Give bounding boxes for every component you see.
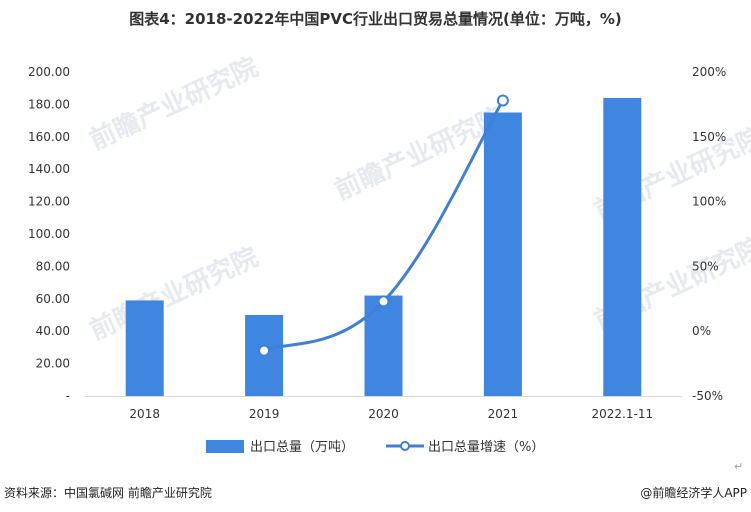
category-label: 2018 bbox=[129, 407, 160, 421]
source-note: 资料来源：中国氯碱网 前瞻产业研究院 bbox=[4, 486, 212, 500]
left-axis-tick-label: 180.00 bbox=[28, 97, 70, 111]
brand-note: @前瞻经济学人APP bbox=[640, 486, 747, 500]
category-label: 2019 bbox=[249, 407, 280, 421]
category-labels: 2018 2019 2020 2021 2022.1-11 bbox=[129, 407, 653, 421]
bar bbox=[364, 295, 403, 396]
watermark-text: 前瞻产业研究院 bbox=[85, 51, 263, 156]
watermark-text: 前瞻产业研究院 bbox=[85, 241, 263, 346]
right-axis-tick-label: 200% bbox=[692, 65, 726, 79]
line-point bbox=[258, 344, 271, 357]
watermark-text: 前瞻产业研究院 bbox=[330, 101, 508, 206]
legend-label-line: 出口总量增速（%） bbox=[428, 440, 544, 455]
bar-series bbox=[125, 97, 642, 397]
growth-line bbox=[263, 99, 505, 353]
left-axis-tick-label: 120.00 bbox=[28, 195, 70, 209]
bar bbox=[483, 112, 522, 396]
left-axis-ticks: - 20.00 40.00 60.00 80.00 100.00 120.00 140.00 1… bbox=[28, 65, 70, 403]
right-axis-tick-label: -50% bbox=[692, 389, 723, 403]
left-axis-tick-label: 60.00 bbox=[36, 292, 70, 306]
bar bbox=[125, 300, 164, 396]
left-axis-tick-label: 160.00 bbox=[28, 130, 70, 144]
left-axis-tick-label: 20.00 bbox=[36, 357, 70, 371]
left-axis-tick-label: 140.00 bbox=[28, 162, 70, 176]
legend-swatch-marker bbox=[400, 441, 410, 451]
bar bbox=[603, 97, 642, 397]
left-axis-tick-label: 200.00 bbox=[28, 65, 70, 79]
left-axis-tick-label: 100.00 bbox=[28, 227, 70, 241]
line-point bbox=[377, 295, 390, 308]
right-axis-tick-label: 50% bbox=[692, 259, 719, 273]
legend-label-bar: 出口总量（万吨） bbox=[250, 440, 354, 455]
right-axis-tick-label: 100% bbox=[692, 195, 726, 209]
category-label: 2022.1-11 bbox=[592, 407, 654, 421]
category-label: 2021 bbox=[488, 407, 519, 421]
right-axis-tick-label: 0% bbox=[692, 324, 711, 338]
right-axis-ticks: -50% 0% 50% 100% 150% 200% bbox=[692, 65, 726, 403]
left-axis-tick-label: - bbox=[66, 389, 70, 403]
legend: 出口总量（万吨） 出口总量增速（%） bbox=[206, 440, 544, 455]
category-label: 2020 bbox=[368, 407, 399, 421]
line-series bbox=[258, 94, 509, 357]
return-mark: ↵ bbox=[734, 460, 744, 473]
line-point bbox=[496, 94, 509, 107]
left-axis-tick-label: 80.00 bbox=[36, 259, 70, 273]
chart-title: 图表4：2018-2022年中国PVC行业出口贸易总量情况(单位：万吨，%) bbox=[129, 10, 622, 28]
right-axis-tick-label: 150% bbox=[692, 130, 726, 144]
legend-swatch-bar bbox=[206, 440, 244, 453]
left-axis-tick-label: 40.00 bbox=[36, 324, 70, 338]
